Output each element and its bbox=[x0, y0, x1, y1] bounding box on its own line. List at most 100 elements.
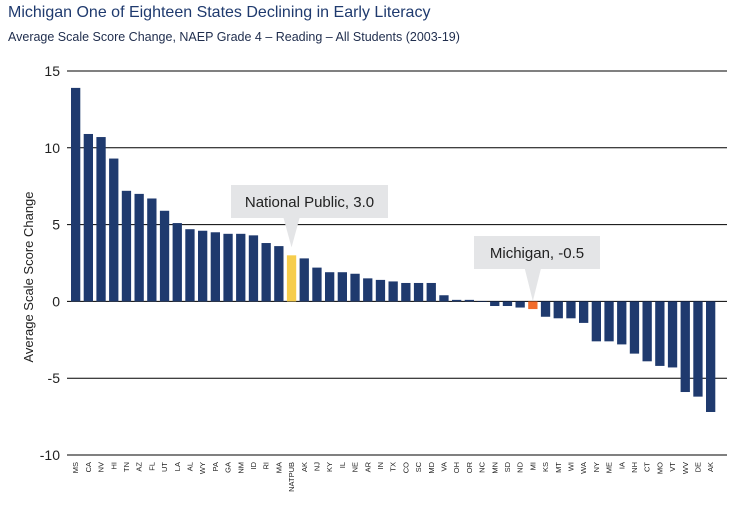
chart-subtitle: Average Scale Score Change, NAEP Grade 4… bbox=[8, 30, 460, 44]
x-tick-label: WA bbox=[579, 462, 588, 474]
x-tick-label: NC bbox=[478, 461, 487, 472]
bar-tn bbox=[121, 190, 132, 302]
annotation-label: National Public, 3.0 bbox=[245, 194, 374, 211]
bar-ga bbox=[223, 233, 233, 302]
x-tick-label: GA bbox=[224, 462, 233, 473]
x-tick-label: MO bbox=[655, 462, 664, 474]
x-tick-label: ID bbox=[249, 461, 258, 469]
x-tick-label: SC bbox=[414, 461, 423, 472]
x-tick-label: AK bbox=[706, 462, 715, 472]
bar-ma bbox=[274, 246, 284, 302]
bar-wv bbox=[680, 301, 690, 393]
callout-pointer bbox=[524, 269, 541, 302]
x-tick-label: KY bbox=[325, 462, 334, 472]
x-tick-label: NV bbox=[97, 462, 106, 472]
x-tick-label: MN bbox=[490, 462, 499, 474]
bar-nm bbox=[236, 233, 246, 302]
bar-ar bbox=[363, 278, 373, 302]
bar-nd bbox=[515, 301, 525, 308]
bar-ak bbox=[706, 301, 716, 412]
bar-ak bbox=[299, 258, 309, 302]
x-tick-label: WY bbox=[198, 462, 207, 474]
bar-ny bbox=[591, 301, 601, 342]
x-tick-label: NM bbox=[236, 462, 245, 474]
x-tick-label: VT bbox=[668, 462, 677, 472]
bar-co bbox=[401, 282, 411, 302]
x-tick-label: WI bbox=[566, 462, 575, 471]
x-tick-label: MS bbox=[71, 462, 80, 473]
bar-az bbox=[134, 193, 144, 302]
bar-md bbox=[426, 282, 436, 302]
x-tick-label: AZ bbox=[135, 462, 144, 472]
callout-box bbox=[474, 236, 600, 269]
x-tick-label: LA bbox=[173, 462, 182, 471]
x-tick-label: OH bbox=[452, 462, 461, 473]
bar-la bbox=[172, 223, 182, 302]
bar-ky bbox=[325, 272, 335, 302]
x-tick-label: CA bbox=[84, 462, 93, 472]
annotation-callout: Michigan, -0.5 bbox=[474, 236, 600, 302]
bar-wi bbox=[566, 301, 576, 319]
bar-nc bbox=[477, 301, 487, 302]
bar-mo bbox=[655, 301, 665, 366]
x-tick-label: NH bbox=[630, 462, 639, 473]
x-tick-label: PA bbox=[211, 462, 220, 471]
x-tick-label: NE bbox=[351, 462, 360, 472]
x-tick-label: NY bbox=[592, 462, 601, 472]
callout-box bbox=[231, 185, 388, 218]
bar-wa bbox=[579, 301, 589, 323]
bar-va bbox=[439, 295, 449, 302]
bar-in bbox=[375, 279, 386, 302]
y-tick-label: 5 bbox=[52, 217, 60, 233]
chart-title: Michigan One of Eighteen States Declinin… bbox=[8, 4, 431, 21]
annotation-callout: National Public, 3.0 bbox=[231, 185, 388, 248]
x-tick-label: RI bbox=[262, 462, 271, 470]
callout-pointer bbox=[283, 218, 300, 248]
x-tick-label: TN bbox=[122, 462, 131, 472]
x-tick-label: IL bbox=[338, 462, 347, 468]
bar-ri bbox=[261, 243, 271, 302]
bar-me bbox=[604, 301, 614, 342]
x-tick-label: TX bbox=[389, 462, 398, 472]
bar-sd bbox=[502, 301, 513, 307]
bar-mn bbox=[490, 301, 500, 307]
bar-ca bbox=[83, 133, 93, 302]
x-tick-label: WV bbox=[681, 462, 690, 474]
bar-nv bbox=[96, 137, 106, 302]
bar-de bbox=[693, 301, 703, 397]
bar-nh bbox=[629, 301, 640, 354]
y-tick-label: 0 bbox=[52, 293, 60, 309]
x-tick-label: IA bbox=[617, 462, 626, 469]
x-tick-label: ND bbox=[516, 461, 525, 472]
bar-wy bbox=[198, 230, 208, 302]
x-tick-label: AR bbox=[363, 461, 372, 472]
x-tick-label: MD bbox=[427, 461, 436, 473]
x-tick-label: VA bbox=[439, 462, 448, 471]
bar-mi bbox=[528, 301, 538, 310]
x-tick-label: KS bbox=[541, 462, 550, 472]
bar-ms bbox=[71, 87, 81, 302]
bar-oh bbox=[452, 299, 462, 302]
x-tick-label: OR bbox=[465, 461, 474, 473]
x-tick-label: IN bbox=[376, 462, 385, 470]
bar-ks bbox=[540, 301, 551, 317]
bar-ct bbox=[642, 301, 652, 362]
bar-vt bbox=[667, 301, 678, 368]
bar-ia bbox=[617, 301, 627, 345]
x-tick-label: SD bbox=[503, 461, 512, 472]
x-tick-label: DE bbox=[693, 462, 702, 472]
y-tick-label: 15 bbox=[44, 63, 60, 79]
x-tick-label: MA bbox=[274, 462, 283, 473]
x-tick-label: CO bbox=[401, 462, 410, 473]
x-tick-label: NJ bbox=[312, 462, 321, 471]
bar-mt bbox=[553, 301, 563, 319]
bar-il bbox=[337, 272, 347, 302]
x-tick-label: AK bbox=[300, 462, 309, 472]
y-tick-label: 10 bbox=[44, 140, 60, 156]
bar-al bbox=[185, 229, 195, 302]
annotation-label: Michigan, -0.5 bbox=[490, 245, 584, 262]
bar-or bbox=[464, 299, 474, 302]
x-tick-label: NATPUB bbox=[287, 462, 296, 492]
y-tick-label: -10 bbox=[40, 447, 60, 463]
